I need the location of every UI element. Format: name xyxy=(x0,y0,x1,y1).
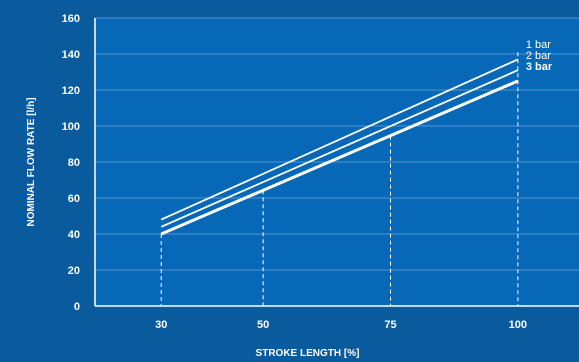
series-line-2-bar xyxy=(160,69,519,228)
y-tick-label: 100 xyxy=(62,121,80,133)
y-tick-label: 60 xyxy=(68,193,80,205)
grid-lines xyxy=(95,17,579,271)
y-tick-label: 120 xyxy=(62,85,80,97)
x-axis-title: STROKE LENGTH [%] xyxy=(256,348,360,359)
y-tick-label: 0 xyxy=(74,301,80,313)
y-axis-title: NOMINAL FLOW RATE [l/h] xyxy=(26,97,37,226)
x-tick-label: 75 xyxy=(384,319,396,331)
reference-lines xyxy=(160,52,519,306)
series-line-1-bar xyxy=(160,58,519,221)
y-tick-label: 160 xyxy=(62,13,80,25)
x-tick-label: 30 xyxy=(155,319,167,331)
x-tick-label: 50 xyxy=(257,319,269,331)
y-tick-label: 140 xyxy=(62,49,80,61)
x-tick-label: 100 xyxy=(509,319,527,331)
series-label: 3 bar xyxy=(526,61,553,73)
y-tick-label: 20 xyxy=(68,265,80,277)
series-lines xyxy=(160,58,519,236)
series-label: 1 bar xyxy=(526,39,551,51)
y-tick-label: 40 xyxy=(68,229,80,241)
axes xyxy=(94,18,579,307)
series-line-3-bar xyxy=(160,79,519,236)
y-tick-label: 80 xyxy=(68,157,80,169)
series-label: 2 bar xyxy=(526,50,551,62)
